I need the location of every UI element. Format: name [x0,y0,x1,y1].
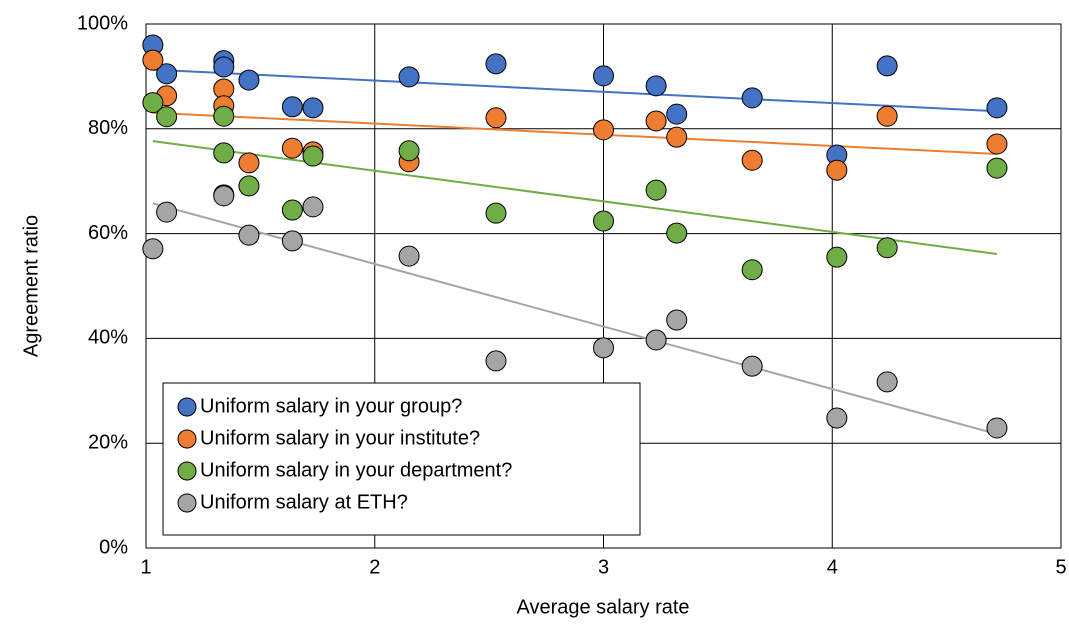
legend-marker [177,461,197,481]
point [142,49,164,71]
point [645,329,667,351]
point [485,202,507,224]
x-axis-label: Average salary rate [516,596,689,618]
y-tick-label: 20% [88,431,128,453]
point [398,245,420,267]
legend-marker [177,493,197,513]
legend-box [162,382,641,536]
point [238,152,260,174]
point [302,196,324,218]
point [213,185,235,207]
point [302,97,324,119]
trendline [152,68,997,113]
point [593,337,614,359]
point [741,259,763,281]
point [986,157,1008,179]
y-tick-label: 60% [88,222,128,244]
point [142,238,164,260]
point [485,53,507,75]
point [485,350,507,372]
trendline [152,140,998,255]
point [876,237,898,259]
point [593,210,614,232]
point [142,92,164,114]
point [281,96,303,118]
point [645,179,667,201]
point [741,87,763,109]
point [986,133,1008,155]
trendlines [152,68,998,436]
point [485,107,507,129]
x-tick-label: 3 [598,556,609,578]
point [238,175,260,197]
x-tick-label: 4 [827,556,838,578]
point [666,309,688,331]
y-tick-label: 100% [77,12,128,34]
legend: Uniform salary in your group? Uniform sal… [162,382,641,536]
y-axis-label: Agreement ratio [20,215,42,357]
y-tick-label: 40% [88,327,128,349]
point [156,106,178,128]
legend-label: Uniform salary in your group? [200,395,462,417]
point [876,55,898,77]
point [826,159,848,181]
point [281,137,303,159]
point [593,65,614,87]
point [876,105,898,127]
point [741,355,763,377]
point [666,103,688,125]
point [281,199,303,221]
point [238,69,260,91]
point [398,66,420,88]
point [876,371,898,393]
legend-marker [177,397,197,417]
point [281,230,303,252]
x-tick-label: 1 [140,556,151,578]
legend-label: Uniform salary in your institute? [200,427,480,449]
legend-label: Uniform salary in your department? [200,459,512,481]
point [986,97,1008,119]
legend-marker [177,429,197,449]
point [593,119,614,141]
legend-label: Uniform salary at ETH? [200,491,408,513]
point [238,224,260,246]
point [666,222,688,244]
x-tick-label: 5 [1055,556,1066,578]
point [826,246,848,268]
point [213,105,235,127]
y-tick-label: 80% [88,117,128,139]
y-tick-label: 0% [99,536,128,558]
point [302,145,324,167]
x-tick-label: 2 [369,556,380,578]
point [986,417,1008,439]
point [156,63,178,85]
point [666,126,688,148]
point [213,142,235,164]
point [826,407,848,429]
point [213,56,235,78]
trendline [152,111,997,155]
point [398,140,420,162]
point [156,201,178,223]
point [741,149,763,171]
point [645,75,667,97]
points [142,34,1008,439]
point [645,110,667,132]
